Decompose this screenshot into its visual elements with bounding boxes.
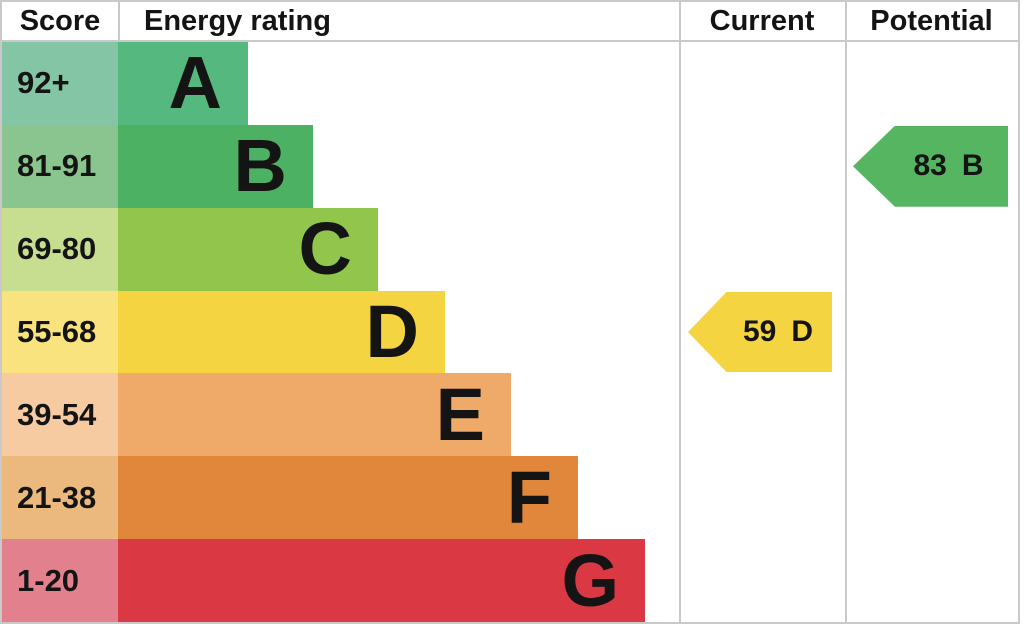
- band-row-c: 69-80 C: [2, 207, 679, 291]
- band-score-range-b: 81-91: [2, 124, 118, 208]
- band-score-range-g: 1-20: [2, 539, 118, 622]
- band-bar-e: E: [118, 373, 511, 457]
- current-grade-letter: D: [791, 314, 814, 348]
- current-rating-arrow: 59 D: [688, 291, 832, 373]
- band-row-a: 92+ A: [2, 42, 679, 125]
- rating-bands: 92+ A 81-91 B 69-80 C 55-68 D 39-54 E 21-38 F 1-20 G: [2, 42, 679, 622]
- energy-rating-column-header: Energy rating: [144, 4, 331, 37]
- band-row-e: 39-54 E: [2, 373, 679, 457]
- band-row-f: 21-38 F: [2, 456, 679, 540]
- current-potential-column-divider: [845, 2, 847, 622]
- band-bar-d: D: [118, 290, 445, 374]
- band-bar-b: B: [118, 124, 313, 208]
- score-column-header: Score: [19, 4, 101, 37]
- band-score-range-e: 39-54: [2, 373, 118, 457]
- band-score-range-c: 69-80: [2, 207, 118, 291]
- band-score-range-a: 92+: [2, 42, 118, 125]
- score-rating-header-divider: [118, 2, 120, 40]
- band-bar-c: C: [118, 207, 378, 291]
- potential-rating-arrow: 83 B: [853, 125, 1008, 207]
- band-row-b: 81-91 B: [2, 124, 679, 208]
- band-bar-g: G: [118, 539, 645, 622]
- rating-current-column-divider: [679, 2, 681, 622]
- band-row-g: 1-20 G: [2, 539, 679, 622]
- current-score-value: 59: [742, 314, 777, 348]
- potential-score-value: 83: [913, 149, 947, 183]
- band-bar-f: F: [118, 456, 578, 540]
- header-underline: [2, 40, 1018, 42]
- band-score-range-d: 55-68: [2, 290, 118, 374]
- band-row-d: 55-68 D: [2, 290, 679, 374]
- band-bar-a: A: [118, 42, 248, 125]
- potential-grade-letter: B: [961, 149, 984, 183]
- band-score-range-f: 21-38: [2, 456, 118, 540]
- current-column-header: Current: [709, 4, 815, 37]
- potential-column-header: Potential: [870, 4, 993, 37]
